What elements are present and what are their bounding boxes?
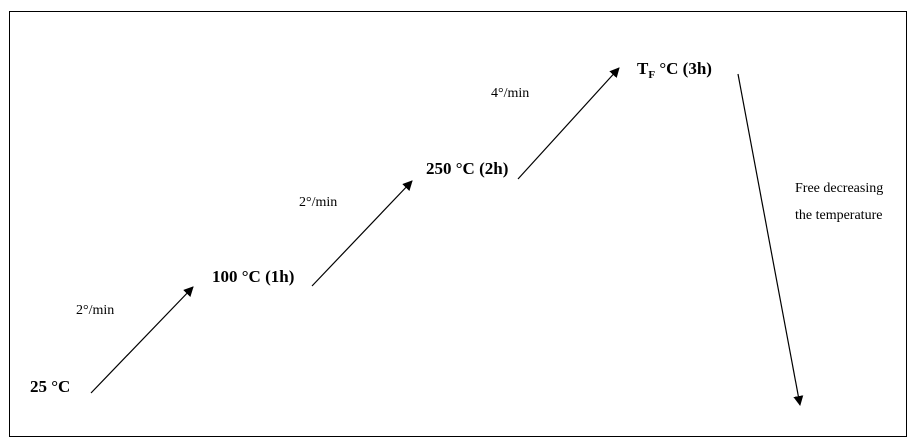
stage-label-25c: 25 °C: [30, 377, 70, 396]
cooling-note-line-2: the temperature: [795, 208, 882, 223]
ramp-arrow-2: [311, 180, 413, 287]
rate-label-2: 2°/min: [299, 195, 337, 210]
cooling-note-line-1: Free decreasing: [795, 181, 883, 196]
cooling-arrow: [737, 73, 804, 406]
stage-label-tf-main: T: [637, 59, 649, 78]
stage-label-100c: 100 °C (1h): [212, 267, 294, 286]
rate-label-3: 4°/min: [491, 86, 529, 101]
stage-label-250c: 250 °C (2h): [426, 159, 508, 178]
stage-label-tf-sub: F: [648, 69, 655, 81]
stage-label-tf-rest: °C (3h): [655, 59, 712, 78]
ramp-arrow-1: [90, 286, 194, 394]
rate-label-1: 2°/min: [76, 303, 114, 318]
stage-label-tf: TF °C (3h): [637, 59, 712, 81]
diagram-frame: [9, 11, 907, 437]
ramp-arrow-3: [517, 67, 620, 180]
